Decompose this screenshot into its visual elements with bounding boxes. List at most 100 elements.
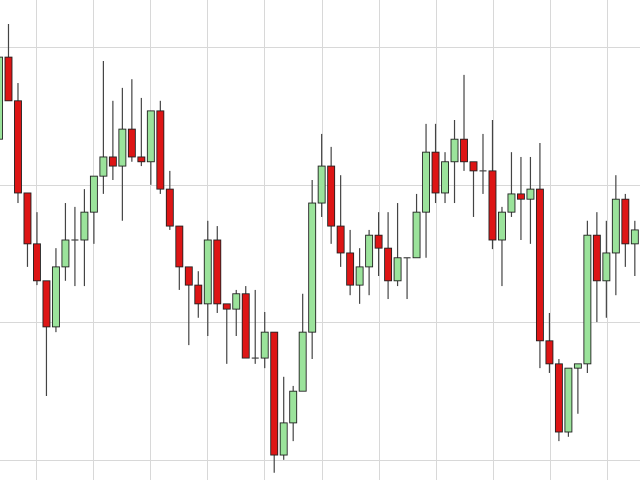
candle-up <box>583 220 592 373</box>
candle-body <box>165 188 174 227</box>
candle-body <box>412 211 421 259</box>
candle-down <box>460 74 468 171</box>
candle-body <box>355 266 364 286</box>
candle-body <box>621 198 630 245</box>
candle-body <box>51 266 60 328</box>
candle-body <box>460 138 468 163</box>
candle-body <box>175 225 184 268</box>
candle-up <box>99 60 108 194</box>
candle-body <box>365 234 374 268</box>
candle-down <box>127 79 136 162</box>
candle-up <box>71 206 79 287</box>
candle-up <box>422 123 430 258</box>
candle-up <box>355 248 364 304</box>
candle-body <box>146 110 155 163</box>
candle-down <box>23 192 32 267</box>
candle-up <box>479 133 487 194</box>
candle-down <box>184 266 193 346</box>
candle-body <box>184 266 193 286</box>
candle-body <box>137 156 146 163</box>
candle-down <box>175 225 184 290</box>
candle-body <box>526 188 535 200</box>
candle-body <box>431 151 440 194</box>
candle-body <box>0 56 3 140</box>
candles <box>0 24 639 473</box>
candle-up <box>279 376 288 460</box>
candle-body <box>61 239 70 268</box>
candle-up <box>450 120 459 204</box>
candle-body <box>517 193 525 200</box>
candle-up <box>118 87 127 221</box>
candle-up <box>526 156 535 244</box>
candle-up <box>232 289 241 336</box>
candle-body <box>630 229 639 245</box>
candle-body <box>194 284 203 305</box>
candle-up <box>308 180 317 360</box>
candle-body <box>308 202 317 333</box>
candle-up <box>403 257 411 300</box>
candle-body <box>80 211 89 241</box>
candle-body <box>554 363 563 433</box>
candle-body <box>327 165 336 227</box>
candle-body <box>469 161 478 172</box>
candle-down <box>621 193 630 267</box>
candle-up <box>251 289 259 364</box>
candle-body <box>118 128 127 167</box>
candle-down <box>592 212 601 323</box>
candle-down <box>336 175 345 267</box>
candle-down <box>469 161 478 217</box>
candle-body <box>564 367 573 433</box>
candle-up <box>498 206 506 287</box>
candle-down <box>213 226 222 313</box>
candle-up <box>51 248 60 333</box>
candle-body <box>23 192 32 245</box>
candle-body <box>213 239 222 305</box>
candle-body <box>611 198 620 254</box>
candle-body <box>99 156 108 177</box>
candle-up <box>203 220 212 336</box>
candle-up <box>602 220 611 318</box>
candle-body <box>222 303 231 310</box>
candle-up <box>146 110 155 185</box>
candle-down <box>431 123 440 204</box>
candle-body <box>89 175 98 213</box>
candle-body <box>336 225 345 254</box>
candle-body <box>108 156 117 167</box>
candle-down <box>384 212 393 300</box>
candle-up <box>61 203 70 281</box>
candle-down <box>517 156 525 240</box>
candle-up <box>298 293 307 392</box>
candle-down <box>488 120 497 250</box>
candle-body <box>450 138 459 163</box>
candle-body <box>33 243 41 282</box>
candle-up <box>573 363 582 414</box>
candle-body <box>203 239 212 305</box>
candle-body <box>441 161 449 194</box>
candle-body <box>535 188 544 342</box>
candle-down <box>327 146 336 244</box>
candle-body <box>422 151 430 213</box>
candle-body <box>232 293 241 310</box>
candle-body <box>289 390 298 424</box>
candle-up <box>393 203 402 287</box>
candle-body <box>507 193 516 213</box>
candle-body <box>298 331 307 392</box>
candle-body <box>545 340 554 365</box>
candle-down <box>554 359 563 442</box>
candle-body <box>156 110 165 190</box>
candle-body <box>583 234 592 365</box>
candle-up <box>441 152 449 204</box>
candle-up <box>365 229 374 296</box>
candle-body <box>42 280 51 328</box>
candle-body <box>346 252 355 286</box>
candle-down <box>346 229 355 296</box>
candle-down <box>33 212 41 286</box>
candle-body <box>498 211 506 241</box>
candle-body <box>14 100 22 194</box>
candle-down <box>545 312 554 373</box>
candle-up <box>630 220 639 276</box>
candle-up <box>0 56 3 140</box>
candle-body <box>592 234 601 282</box>
